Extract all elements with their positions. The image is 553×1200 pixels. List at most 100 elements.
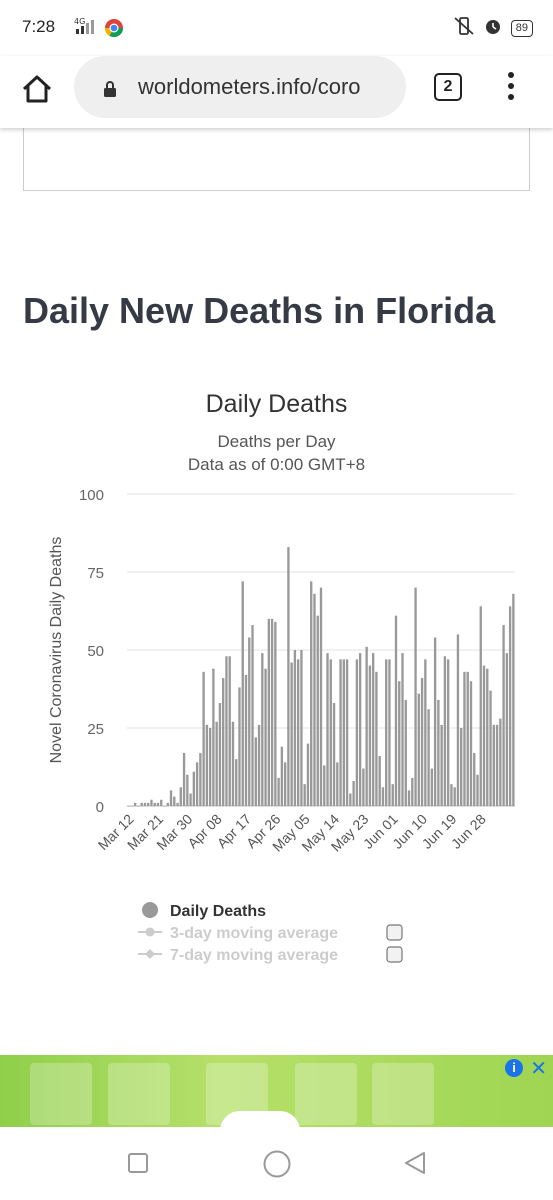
bar [179,787,182,806]
bar [512,593,515,806]
section-title: Daily New Deaths in Florida [23,290,496,331]
browser-toolbar: worldometers.info/coro 2 [0,56,553,128]
legend-checkbox[interactable] [386,946,403,963]
tabs-icon[interactable]: 2 [434,73,462,101]
square-icon[interactable] [127,1152,149,1179]
bar [244,674,248,806]
bar [430,768,434,806]
circle-icon[interactable] [262,1149,292,1184]
bar [492,724,495,806]
bar [414,587,417,806]
bar [176,802,179,806]
bar [326,653,329,806]
status-bar: 7:28 4G 89 [0,0,553,56]
bar [349,793,352,806]
bar [186,774,189,806]
bar [476,774,479,806]
bar [303,784,306,806]
bar [130,806,134,807]
bar [241,581,244,806]
address-bar[interactable]: worldometers.info/coro [74,56,406,118]
bar [310,581,313,806]
more-vert-icon[interactable] [504,72,518,104]
legend-marker-3day [145,927,155,937]
bar [486,668,489,806]
close-icon[interactable]: ✕ [530,1058,547,1080]
back-icon[interactable] [402,1150,428,1181]
bar [205,724,209,806]
bar [394,615,398,806]
bar [388,659,391,806]
ad-tile [372,1063,434,1125]
bar [336,762,339,806]
system-nav-bar [0,1127,553,1200]
chart-svg: 0 25 50 75 100 Novel Coronavirus Daily Deaths… [48,487,515,964]
chart-subtitle: Deaths per Day [217,432,336,451]
bar [137,806,140,807]
ad-tile [108,1063,170,1125]
bar [316,615,319,806]
bar [264,668,267,806]
bar [195,762,199,806]
bar [368,665,372,806]
bar [208,728,212,806]
status-time: 7:28 [22,17,56,36]
svg-text:4G: 4G [74,17,85,26]
bar [231,721,235,806]
y-tick-label: 50 [87,643,104,660]
bar [362,768,365,806]
bar [440,724,443,806]
mute-icon [453,16,475,41]
bar [173,796,176,806]
bar [251,625,254,806]
bar [375,671,378,806]
legend-checkbox[interactable] [386,924,403,941]
bar [133,802,137,806]
alarm-icon [483,16,503,41]
bar [323,765,326,806]
bar [215,721,218,806]
bar [495,724,499,806]
bar [297,659,300,806]
bar [473,752,476,806]
bar [189,793,192,806]
home-icon[interactable] [20,72,54,106]
bar [505,653,509,806]
bar [182,752,186,806]
bar [293,650,297,806]
ad-banner[interactable]: i ✕ [0,1055,553,1127]
bar [300,650,303,806]
bar [466,671,469,806]
bar [280,746,284,806]
bar [212,668,215,806]
bar [463,671,466,806]
bar [156,802,160,806]
bar [443,656,447,806]
bar [424,659,427,806]
url-text[interactable]: worldometers.info/coro [138,74,361,99]
bar [169,790,173,806]
info-icon[interactable]: i [505,1059,523,1077]
bar [313,593,316,806]
bar [267,618,271,806]
bar [160,799,163,806]
bar [352,781,355,806]
bar [381,787,385,806]
bar [332,703,336,806]
bar [378,756,381,806]
chart-title: Daily Deaths [205,390,348,418]
bar [270,618,274,806]
y-tick-label: 0 [96,799,104,816]
bar [469,681,473,806]
bar [502,625,505,806]
bar [391,784,394,806]
bar [371,653,375,806]
bar [433,637,437,806]
bar [277,777,280,806]
bar [401,653,404,806]
bar [339,659,342,806]
ad-shape [220,1111,300,1127]
legend-marker-daily [142,902,158,918]
bar [225,656,228,806]
lock-icon [102,80,118,103]
